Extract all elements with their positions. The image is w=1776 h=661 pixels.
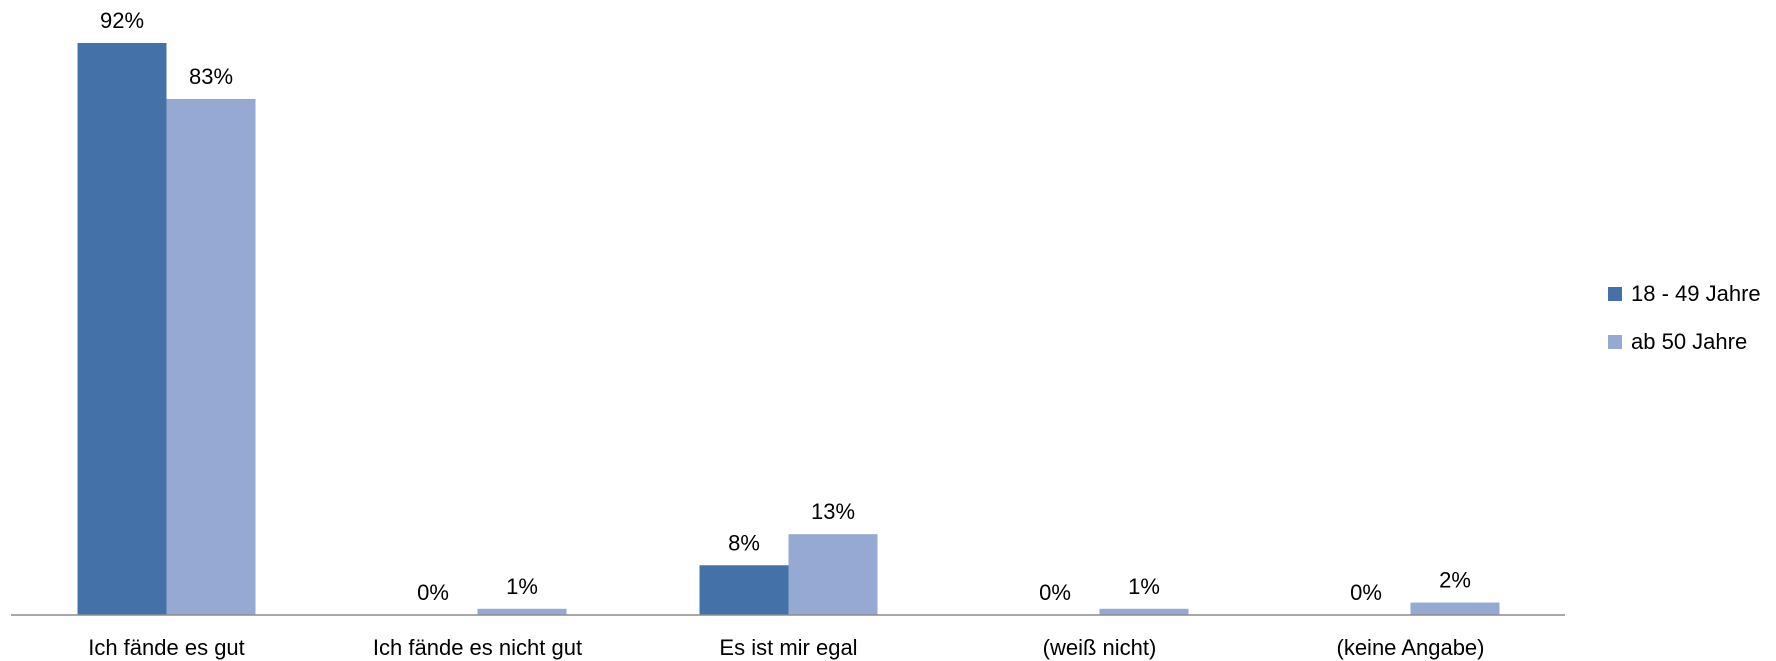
bar-18-49-2 <box>699 565 789 615</box>
value-label-ab-50-3: 1% <box>1128 574 1160 599</box>
value-label-ab-50-1: 1% <box>506 574 538 599</box>
value-label-18-49-2: 8% <box>728 530 760 555</box>
value-label-ab-50-4: 2% <box>1439 568 1471 593</box>
value-label-18-49-1: 0% <box>417 580 449 605</box>
legend-swatch-ab-50 <box>1608 335 1622 349</box>
value-label-ab-50-0: 83% <box>189 64 233 89</box>
category-label-0: Ich fände es gut <box>88 635 245 660</box>
value-label-18-49-0: 92% <box>100 8 144 33</box>
value-label-ab-50-2: 13% <box>811 499 855 524</box>
bar-ab-50-4 <box>1410 602 1500 615</box>
bar-ab-50-2 <box>788 534 878 615</box>
category-label-3: (weiß nicht) <box>1043 635 1157 660</box>
legend: 18 - 49 Jahre ab 50 Jahre <box>1608 281 1761 378</box>
legend-label-ab-50: ab 50 Jahre <box>1631 329 1748 354</box>
bar-ab-50-1 <box>477 608 567 615</box>
bar-ab-50-0 <box>166 98 256 615</box>
value-label-18-49-4: 0% <box>1350 580 1382 605</box>
bars-layer <box>77 43 1500 615</box>
bar-ab-50-3 <box>1099 608 1189 615</box>
legend-item-18-49: 18 - 49 Jahre <box>1608 281 1761 306</box>
legend-label-18-49: 18 - 49 Jahre <box>1631 281 1761 306</box>
category-labels-layer: Ich fände es gut Ich fände es nicht gut Es… <box>88 635 1484 660</box>
value-labels-layer: 92% 83% 0% 1% 8% 13% 0% 1% 0% 2% <box>100 8 1471 605</box>
bar-18-49-0 <box>77 43 167 615</box>
category-label-1: Ich fände es nicht gut <box>373 635 582 660</box>
legend-item-ab-50: ab 50 Jahre <box>1608 329 1761 354</box>
value-label-18-49-3: 0% <box>1039 580 1071 605</box>
legend-swatch-18-49 <box>1608 287 1622 301</box>
category-label-4: (keine Angabe) <box>1337 635 1485 660</box>
category-label-2: Es ist mir egal <box>719 635 857 660</box>
